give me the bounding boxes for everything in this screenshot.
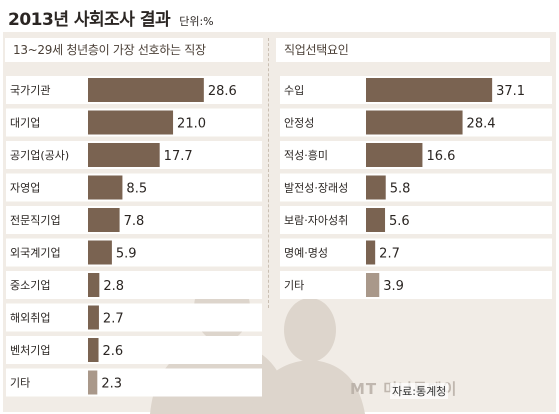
category-label: 적성·흥미 bbox=[284, 148, 328, 162]
value-label: 5.6 bbox=[389, 214, 410, 229]
category-label: 자영업 bbox=[10, 182, 40, 195]
row-background bbox=[280, 238, 552, 267]
category-label: 전문직기업 bbox=[10, 214, 61, 227]
bar bbox=[88, 305, 99, 330]
value-label: 2.3 bbox=[101, 377, 122, 392]
value-label: 28.4 bbox=[467, 117, 496, 132]
bar bbox=[366, 143, 423, 167]
source-note: 자료:통계청 bbox=[390, 383, 449, 399]
row-background bbox=[6, 206, 262, 234]
category-label: 명예·명성 bbox=[284, 247, 328, 260]
chart-title: 2013년 사회조사 결과 bbox=[8, 10, 171, 30]
bar bbox=[88, 370, 98, 395]
row-background bbox=[6, 173, 262, 202]
panel-divider bbox=[268, 38, 269, 308]
value-label: 2.8 bbox=[103, 279, 124, 294]
bar bbox=[88, 338, 99, 362]
category-label: 보람·자아성취 bbox=[284, 214, 348, 227]
bar bbox=[366, 208, 386, 232]
category-label: 발전성·장래성 bbox=[284, 182, 348, 195]
row-background bbox=[6, 303, 262, 332]
bar bbox=[366, 175, 386, 200]
category-label: 벤처기업 bbox=[10, 344, 50, 357]
bar bbox=[88, 143, 160, 167]
bar bbox=[88, 110, 174, 135]
category-label: 외국계기업 bbox=[10, 247, 61, 260]
value-label: 2.7 bbox=[379, 247, 400, 262]
category-label: 기타 bbox=[284, 279, 304, 292]
bar bbox=[366, 78, 493, 102]
value-label: 37.1 bbox=[496, 84, 525, 99]
row-background bbox=[280, 173, 552, 202]
bar bbox=[88, 240, 112, 265]
category-label: 기타 bbox=[10, 377, 30, 390]
value-label: 7.8 bbox=[124, 214, 145, 229]
row-background bbox=[280, 206, 552, 234]
left-panel-title: 13~29세 청년층이 가장 선호하는 직장 bbox=[5, 38, 263, 62]
category-label: 해외취업 bbox=[10, 311, 50, 325]
value-label: 16.6 bbox=[426, 149, 455, 164]
bar bbox=[88, 78, 204, 102]
row-background bbox=[280, 271, 552, 299]
right-panel-title: 직업선택요인 bbox=[276, 38, 550, 62]
row-background bbox=[6, 238, 262, 267]
bar bbox=[88, 208, 120, 232]
value-label: 5.9 bbox=[116, 247, 137, 262]
row-background bbox=[6, 368, 262, 397]
value-label: 8.5 bbox=[126, 182, 147, 197]
left-bar-chart: 국가기관 28.6 대기업 21.0 공기업(공사) 17.7 자영업 8.5 전문직기업 7.8… bbox=[6, 76, 262, 397]
row-background bbox=[6, 271, 262, 299]
right-bar-chart: 수입 37.1 안정성 28.4 적성·흥미 16.6 발전성·장래성 5.8 보람·자아성취 5… bbox=[280, 76, 552, 299]
category-label: 안정성 bbox=[284, 117, 314, 130]
value-label: 5.8 bbox=[390, 182, 411, 197]
value-label: 3.9 bbox=[383, 279, 404, 294]
unit-label: 단위:% bbox=[179, 15, 214, 28]
bar bbox=[366, 240, 376, 265]
value-label: 17.7 bbox=[164, 149, 193, 164]
category-label: 국가기관 bbox=[10, 84, 50, 97]
category-label: 수입 bbox=[284, 84, 304, 97]
value-label: 2.7 bbox=[103, 312, 124, 327]
bar bbox=[88, 273, 100, 297]
category-label: 중소기업 bbox=[10, 279, 50, 292]
row-background bbox=[6, 336, 262, 364]
category-label: 대기업 bbox=[10, 117, 40, 130]
title-block: 2013년 사회조사 결과 단위:% bbox=[8, 5, 214, 30]
bar bbox=[366, 273, 380, 297]
value-label: 2.6 bbox=[103, 344, 124, 359]
value-label: 28.6 bbox=[208, 84, 237, 99]
bar bbox=[366, 110, 463, 135]
bar bbox=[88, 175, 123, 200]
value-label: 21.0 bbox=[177, 117, 206, 132]
category-label: 공기업(공사) bbox=[10, 149, 69, 162]
